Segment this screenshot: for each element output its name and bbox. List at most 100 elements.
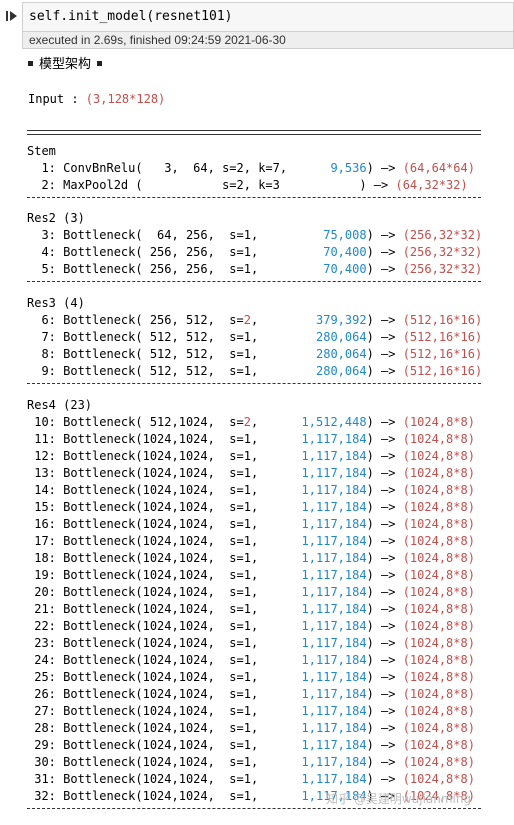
layer-row: 12: Bottleneck(1024,1024, s=1, 1,117,184… — [27, 448, 475, 465]
output-shape: (256,32*32) — [402, 228, 483, 242]
layer-row: 6: Bottleneck( 256, 512, s=2, 379,392) —… — [27, 312, 482, 329]
layer-index: 23: — [27, 636, 64, 650]
layer-index: 26: — [27, 687, 64, 701]
layer-row: 31: Bottleneck(1024,1024, s=1, 1,117,184… — [27, 771, 475, 788]
watermark: 知乎 @吴建明wujianming — [326, 792, 472, 806]
layer-row: 18: Bottleneck(1024,1024, s=1, 1,117,184… — [27, 550, 475, 567]
layer-row: 28: Bottleneck(1024,1024, s=1, 1,117,184… — [27, 720, 475, 737]
layer-index: 31: — [27, 772, 64, 786]
arrow: ) —> — [366, 738, 403, 752]
layer-row: 7: Bottleneck( 512, 512, s=1, 280,064) —… — [27, 329, 482, 346]
layer-index: 21: — [27, 602, 64, 616]
output-shape: (1024,8*8) — [402, 755, 475, 769]
input-shape-line: Input : (3,128*128) — [28, 91, 165, 108]
output-shape: (256,32*32) — [402, 262, 483, 276]
arrow: ) —> — [366, 772, 403, 786]
output-shape: (1024,8*8) — [402, 619, 475, 633]
layer-row: 10: Bottleneck( 512,1024, s=2, 1,512,448… — [27, 414, 475, 431]
layer-spec: Bottleneck(1024,1024, s=1, — [63, 466, 288, 480]
param-count: 1,117,184 — [287, 772, 367, 786]
layer-index: 6: — [27, 313, 64, 327]
output-shape: (512,16*16) — [402, 313, 483, 327]
layer-row: 30: Bottleneck(1024,1024, s=1, 1,117,184… — [27, 754, 475, 771]
param-count: 280,064 — [287, 364, 367, 378]
param-count: 1,117,184 — [287, 789, 367, 803]
param-count: 1,117,184 — [287, 636, 367, 650]
stride-value: 2 — [243, 415, 251, 429]
layer-row: 26: Bottleneck(1024,1024, s=1, 1,117,184… — [27, 686, 475, 703]
arrow: ) —> — [366, 432, 403, 446]
param-count: 1,117,184 — [287, 432, 367, 446]
layer-index: 28: — [27, 721, 64, 735]
output-shape: (1024,8*8) — [402, 432, 475, 446]
arrow: ) —> — [366, 551, 403, 565]
stride-value: 2 — [243, 313, 251, 327]
output-shape: (1024,8*8) — [402, 687, 475, 701]
section-0: Stem 1: ConvBnRelu( 3, 64, s=2, k=7, 9,5… — [27, 143, 475, 194]
output-shape: (1024,8*8) — [402, 721, 475, 735]
run-cell-icon[interactable] — [6, 10, 18, 22]
arrow: ) —> — [366, 721, 403, 735]
output-shape: (1024,8*8) — [402, 653, 475, 667]
layer-row: 21: Bottleneck(1024,1024, s=1, 1,117,184… — [27, 601, 475, 618]
layer-index: 16: — [27, 517, 64, 531]
output-shape: (1024,8*8) — [402, 568, 475, 582]
output-shape: (512,16*16) — [402, 364, 483, 378]
layer-spec: Bottleneck(1024,1024, s=1, — [63, 687, 288, 701]
layer-spec: Bottleneck( 256, 256, s=1, — [63, 245, 288, 259]
param-count: 1,117,184 — [287, 619, 367, 633]
output-shape: (1024,8*8) — [402, 449, 475, 463]
output-shape: (1024,8*8) — [402, 585, 475, 599]
layer-spec: Bottleneck( 512, 512, s=1, — [63, 347, 288, 361]
layer-row: 17: Bottleneck(1024,1024, s=1, 1,117,184… — [27, 533, 475, 550]
layer-spec: Bottleneck( 512, 512, s=1, — [63, 364, 288, 378]
param-count: 280,064 — [287, 330, 367, 344]
layer-spec: Bottleneck( 512,1024, s= — [63, 415, 244, 429]
param-count: 379,392 — [287, 313, 367, 327]
param-count: 1,117,184 — [287, 534, 367, 548]
layer-spec: Bottleneck(1024,1024, s=1, — [63, 517, 288, 531]
output-shape: (256,32*32) — [402, 245, 483, 259]
layer-spec: Bottleneck(1024,1024, s=1, — [63, 704, 288, 718]
arrow: ) —> — [366, 483, 403, 497]
layer-spec: Bottleneck(1024,1024, s=1, — [63, 721, 288, 735]
layer-index: 12: — [27, 449, 64, 463]
layer-index: 11: — [27, 432, 64, 446]
param-count: 70,400 — [287, 245, 367, 259]
arrow: ) —> — [366, 755, 403, 769]
param-count: 1,117,184 — [287, 738, 367, 752]
param-count: 9,536 — [287, 161, 367, 175]
arrow: ) —> — [366, 653, 403, 667]
layer-row: 32: Bottleneck(1024,1024, s=1, 1,117,184… — [27, 788, 475, 805]
param-count: 1,117,184 — [287, 721, 367, 735]
section-3: Res4 (23) 10: Bottleneck( 512,1024, s=2,… — [27, 397, 475, 805]
output-shape: (64,64*64) — [402, 161, 475, 175]
layer-row: 14: Bottleneck(1024,1024, s=1, 1,117,184… — [27, 482, 475, 499]
arrow: ) —> — [366, 568, 403, 582]
layer-index: 9: — [27, 364, 64, 378]
layer-spec: Bottleneck(1024,1024, s=1, — [63, 789, 288, 803]
layer-spec: Bottleneck(1024,1024, s=1, — [63, 653, 288, 667]
layer-row: 11: Bottleneck(1024,1024, s=1, 1,117,184… — [27, 431, 475, 448]
layer-row: 22: Bottleneck(1024,1024, s=1, 1,117,184… — [27, 618, 475, 635]
layer-row: 1: ConvBnRelu( 3, 64, s=2, k=7, 9,536) —… — [27, 160, 475, 177]
layer-index: 15: — [27, 500, 64, 514]
arrow: ) —> — [366, 704, 403, 718]
layer-index: 5: — [27, 262, 64, 276]
layer-spec: Bottleneck( 64, 256, s=1, — [63, 228, 288, 242]
code-cell-input[interactable]: self.init_model(resnet101) — [22, 2, 514, 31]
layer-spec-rest: , — [250, 415, 288, 429]
output-shape: (1024,8*8) — [402, 466, 475, 480]
output-shape: (512,16*16) — [402, 330, 483, 344]
layer-row: 23: Bottleneck(1024,1024, s=1, 1,117,184… — [27, 635, 475, 652]
arrow: ) —> — [366, 161, 403, 175]
layer-spec-rest: , — [250, 313, 288, 327]
arrow: ) —> — [366, 364, 403, 378]
layer-spec: Bottleneck(1024,1024, s=1, — [63, 602, 288, 616]
output-shape: (1024,8*8) — [402, 636, 475, 650]
layer-index: 27: — [27, 704, 64, 718]
output-shape: (1024,8*8) — [402, 738, 475, 752]
param-count: 1,117,184 — [287, 483, 367, 497]
execution-status: executed in 2.69s, finished 09:24:59 202… — [22, 31, 514, 49]
layer-index: 29: — [27, 738, 64, 752]
